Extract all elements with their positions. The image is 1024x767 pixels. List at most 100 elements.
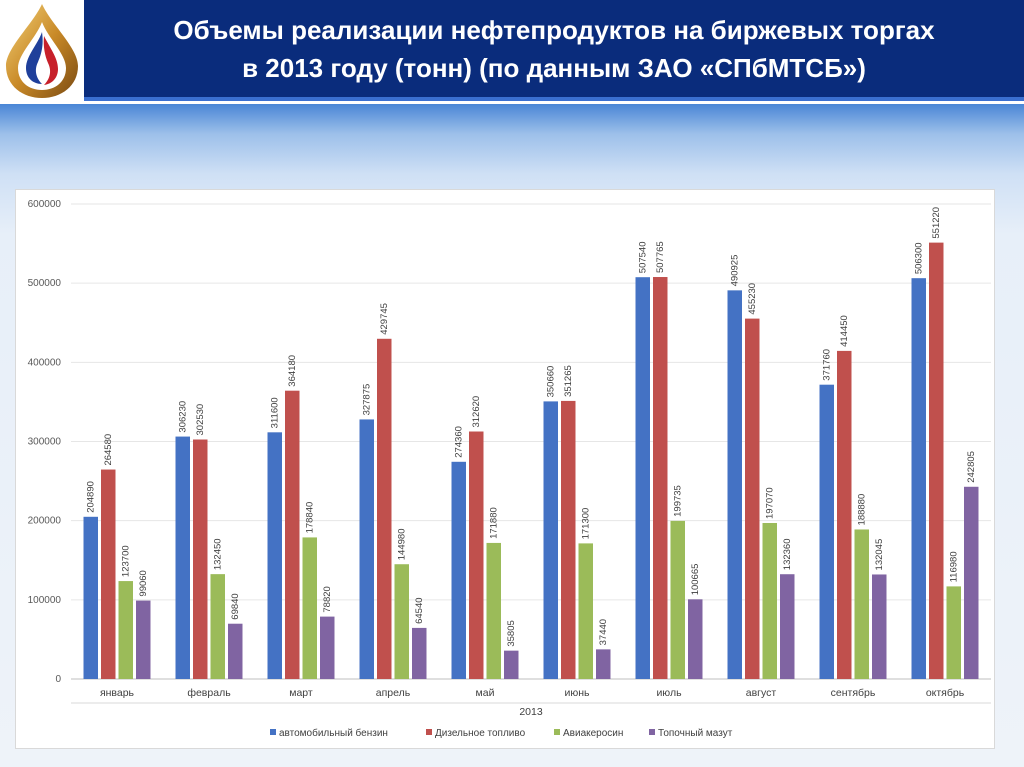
bar-value-label: 490925 <box>730 255 741 287</box>
bar <box>727 290 742 679</box>
bar <box>653 277 668 679</box>
bar-value-label: 188880 <box>857 494 868 526</box>
bar-value-label: 171300 <box>581 508 592 540</box>
bar <box>118 581 133 679</box>
title-underline <box>84 97 1024 101</box>
y-tick-label: 0 <box>55 674 61 685</box>
legend-entry: Топочный мазут <box>658 728 733 739</box>
bar <box>596 649 611 679</box>
chart-panel: 0 100000 200000 300000 400000 500000 600000 204… <box>15 189 995 749</box>
bar-value-label: 302530 <box>195 404 206 436</box>
bar <box>946 586 961 679</box>
x-tick-label: март <box>289 687 313 699</box>
bar-value-label: 274360 <box>454 426 465 458</box>
bar <box>911 278 926 679</box>
bar-value-label: 64540 <box>414 597 425 623</box>
legend-entry: Дизельное топливо <box>435 728 526 739</box>
bar <box>578 543 593 679</box>
bar <box>210 574 225 679</box>
slide-header: Объемы реализации нефтепродуктов на бирж… <box>0 0 1024 104</box>
y-tick-label: 400000 <box>28 357 62 368</box>
bar <box>394 564 409 679</box>
bar <box>635 277 650 679</box>
bar-value-label: 311600 <box>270 397 281 428</box>
bar-value-label: 327875 <box>362 384 373 416</box>
bar <box>412 627 427 679</box>
x-tick-label: сентябрь <box>831 687 876 699</box>
bar <box>762 522 777 679</box>
bar <box>302 537 317 679</box>
bar <box>688 599 703 679</box>
page-title-line-2: в 2013 году (тонн) (по данным ЗАО «СПбМТ… <box>242 53 866 83</box>
bar <box>101 469 116 679</box>
bar <box>267 432 282 679</box>
bar-value-label: 144980 <box>397 529 408 561</box>
bar-value-label: 178840 <box>305 502 316 534</box>
bar-value-label: 312620 <box>471 396 482 428</box>
bar <box>504 650 519 679</box>
x-tick-label: август <box>746 687 777 699</box>
bar <box>854 529 869 679</box>
bar <box>819 384 834 679</box>
bar <box>469 431 484 679</box>
x-tick-label: июль <box>656 687 682 699</box>
bar <box>872 574 887 679</box>
x-tick-label: апрель <box>376 687 411 699</box>
bar <box>320 616 335 679</box>
bar <box>543 401 558 679</box>
bar-value-label: 132360 <box>782 539 793 571</box>
legend-entry: Авиакеросин <box>563 728 623 739</box>
bar-value-label: 264580 <box>103 434 114 466</box>
bar <box>780 574 795 679</box>
bar-value-label: 429745 <box>379 303 390 335</box>
bar-value-label: 414450 <box>839 315 850 347</box>
bar-value-label: 455230 <box>747 283 758 315</box>
bar-value-label: 306230 <box>178 401 189 433</box>
bar-value-label: 35805 <box>506 620 517 646</box>
bar-value-label: 242805 <box>966 451 977 483</box>
bar-value-label: 199735 <box>673 485 684 517</box>
bar-value-label: 132045 <box>874 539 885 571</box>
bar-value-label: 506300 <box>914 242 925 274</box>
y-tick-label: 300000 <box>28 437 62 448</box>
legend-entry: автомобильный бензин <box>279 727 388 739</box>
bar-value-label: 364180 <box>287 355 298 387</box>
logo <box>0 0 84 101</box>
page-title-line-1: Объемы реализации нефтепродуктов на бирж… <box>173 15 935 45</box>
bar <box>745 318 760 679</box>
bar <box>377 338 392 679</box>
bar <box>451 461 466 679</box>
y-tick-label: 100000 <box>28 595 62 606</box>
oil-drop-logo-icon <box>6 4 78 98</box>
bar <box>964 486 979 679</box>
bar <box>193 439 208 679</box>
bar-value-label: 116980 <box>949 551 960 582</box>
bar <box>929 242 944 679</box>
bar-chart: 0 100000 200000 300000 400000 500000 600000 204… <box>28 199 991 739</box>
bar <box>83 516 98 679</box>
bar-value-label: 197070 <box>765 487 776 519</box>
bar <box>136 600 151 679</box>
legend-swatch <box>426 729 432 735</box>
bar-value-label: 551220 <box>931 207 942 239</box>
bar-value-label: 78820 <box>322 586 333 612</box>
bar-value-label: 507540 <box>638 241 649 273</box>
x-tick-label: февраль <box>187 687 231 699</box>
x-tick-label: май <box>476 687 495 699</box>
bar <box>359 419 374 679</box>
bar-value-label: 69840 <box>230 593 241 619</box>
legend-swatch <box>649 729 655 735</box>
x-tick-label: октябрь <box>926 687 965 699</box>
bar <box>228 623 243 679</box>
bar-value-label: 171880 <box>489 507 500 539</box>
x-tick-label: июнь <box>564 687 590 699</box>
y-tick-label: 600000 <box>28 199 62 210</box>
bar-value-label: 350660 <box>546 366 557 398</box>
legend-swatch <box>554 729 560 735</box>
bar-value-label: 132450 <box>213 538 224 570</box>
bar-value-label: 351265 <box>563 365 574 397</box>
bar-value-label: 507765 <box>655 241 666 273</box>
bar <box>175 436 190 679</box>
x-tick-label: январь <box>100 687 135 699</box>
legend-swatch <box>270 729 276 735</box>
